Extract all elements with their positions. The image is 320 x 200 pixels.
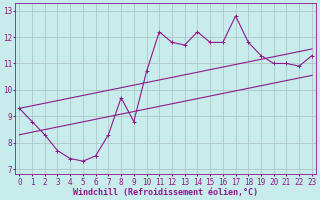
X-axis label: Windchill (Refroidissement éolien,°C): Windchill (Refroidissement éolien,°C)	[73, 188, 258, 197]
